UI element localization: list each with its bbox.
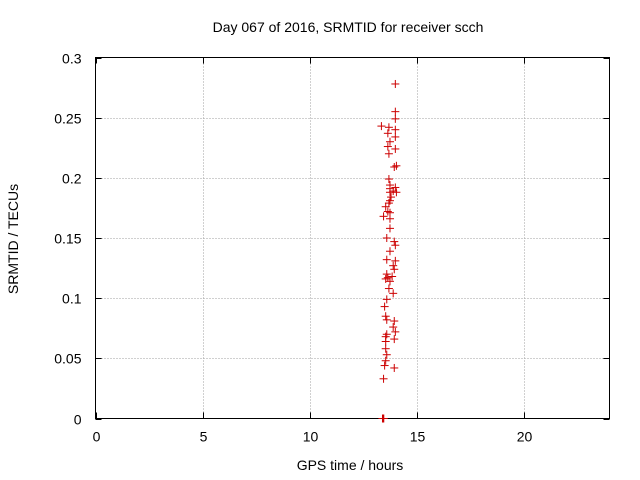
data-point: [385, 247, 394, 256]
data-point: [383, 273, 392, 282]
data-point: [391, 183, 400, 192]
y-tick-label: 0.3: [62, 51, 82, 67]
data-point: [377, 122, 386, 131]
data-point: [384, 199, 393, 208]
x-tick-label: 0: [93, 429, 101, 445]
data-point: [383, 207, 392, 216]
data-point: [391, 256, 400, 265]
grid-lines: [95, 57, 610, 419]
data-point: [384, 284, 393, 293]
x-tick-label: 5: [200, 429, 208, 445]
y-tick-label: 0: [74, 412, 82, 428]
y-axis-label: SRMTID / TECUs: [5, 184, 21, 294]
data-points: [377, 79, 401, 423]
y-tick-label: 0.25: [54, 111, 81, 127]
data-point: [391, 114, 400, 123]
data-point: [383, 129, 392, 138]
data-point: [388, 272, 397, 281]
x-tick-labels: 0 5 10 15 20: [93, 429, 533, 445]
data-point: [385, 277, 394, 286]
data-point: [391, 107, 400, 116]
data-point: [382, 350, 391, 359]
y-tick-label: 0.05: [54, 351, 81, 367]
data-point: [383, 142, 392, 151]
data-point: [384, 149, 393, 158]
data-point: [382, 315, 391, 324]
data-point: [392, 188, 401, 197]
data-point: [391, 79, 400, 88]
data-point: [385, 224, 394, 233]
data-point: [385, 137, 394, 146]
x-tick-label: 15: [410, 429, 426, 445]
data-point: [384, 123, 393, 132]
data-point: [382, 255, 391, 264]
data-point: [382, 270, 391, 279]
data-point: [391, 132, 400, 141]
data-point: [380, 361, 389, 370]
data-point: [390, 335, 399, 344]
data-point: [392, 161, 401, 170]
data-point: [389, 289, 398, 298]
x-tick-label: 10: [303, 429, 319, 445]
y-tick-label: 0.15: [54, 231, 81, 247]
data-point: [379, 374, 388, 383]
data-point: [380, 302, 389, 311]
data-point: [381, 202, 390, 211]
data-point: [385, 214, 394, 223]
data-point: [381, 312, 390, 321]
x-axis-label: GPS time / hours: [297, 457, 404, 473]
data-point: [384, 175, 393, 184]
data-point: [390, 363, 399, 372]
data-point: [389, 187, 398, 196]
data-point: [390, 237, 399, 246]
data-point: [391, 327, 400, 336]
data-point: [390, 163, 399, 172]
data-point: [389, 323, 398, 332]
x-tick-label: 20: [517, 429, 533, 445]
data-point: [381, 337, 390, 346]
data-point: [390, 317, 399, 326]
data-point: [389, 261, 398, 270]
data-point: [381, 274, 390, 283]
data-point: [391, 125, 400, 134]
y-tick-label: 0.2: [62, 171, 82, 187]
data-point: [387, 193, 396, 202]
data-point: [382, 295, 391, 304]
data-point: [382, 234, 391, 242]
data-point: [381, 356, 390, 365]
y-tick-label: 0.1: [62, 291, 82, 307]
data-point: [391, 241, 400, 250]
data-point: [391, 144, 400, 153]
axis-ticks: [95, 57, 610, 420]
data-point: [379, 212, 388, 221]
plot-frame: [95, 57, 610, 419]
data-point: [390, 265, 399, 274]
data-point: [381, 344, 390, 353]
chart-title: Day 067 of 2016, SRMTID for receiver scc…: [213, 19, 484, 35]
data-point: [379, 414, 388, 423]
y-tick-labels: 0 0.05 0.1 0.15 0.2 0.25 0.3: [54, 51, 81, 428]
